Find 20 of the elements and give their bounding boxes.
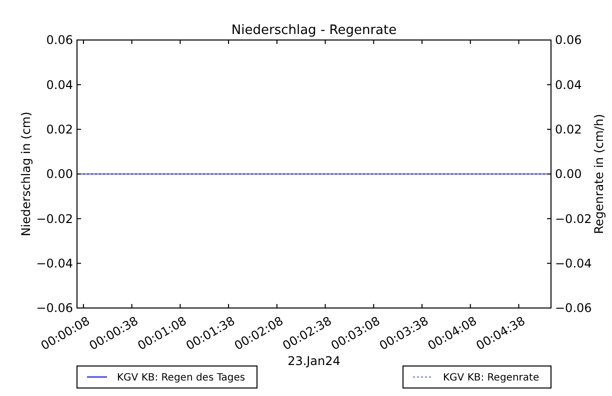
y2-axis-title: Regenrate in (cm/h)	[592, 114, 606, 234]
chart-title: Niederschlag - Regenrate	[231, 23, 397, 38]
y2-tick-label: 0.00	[555, 167, 582, 182]
y-tick-label: −0.02	[36, 212, 73, 226]
y-tick-label: 0.04	[46, 78, 73, 92]
y2-tick-label: 0.02	[555, 122, 582, 137]
y-tick-label: −0.04	[36, 256, 73, 271]
y-tick-label: 0.00	[46, 167, 73, 182]
y2-tick-label: 0.06	[555, 33, 582, 48]
y-tick-label: 0.02	[46, 122, 73, 137]
y-axis-title: Niederschlag in (cm)	[19, 112, 33, 236]
legend-label: KGV KB: Regen des Tages	[117, 372, 246, 384]
y-tick-label: 0.06	[46, 33, 73, 48]
y2-tick-label: −0.06	[555, 301, 592, 316]
y2-tick-label: −0.04	[555, 256, 592, 271]
x-axis-title: 23.Jan24	[288, 354, 340, 368]
y2-tick-label: 0.04	[555, 78, 582, 92]
legend-label: KGV KB: Regenrate	[443, 372, 540, 384]
y2-tick-label: −0.02	[555, 212, 592, 226]
y-tick-label: −0.06	[36, 301, 73, 316]
